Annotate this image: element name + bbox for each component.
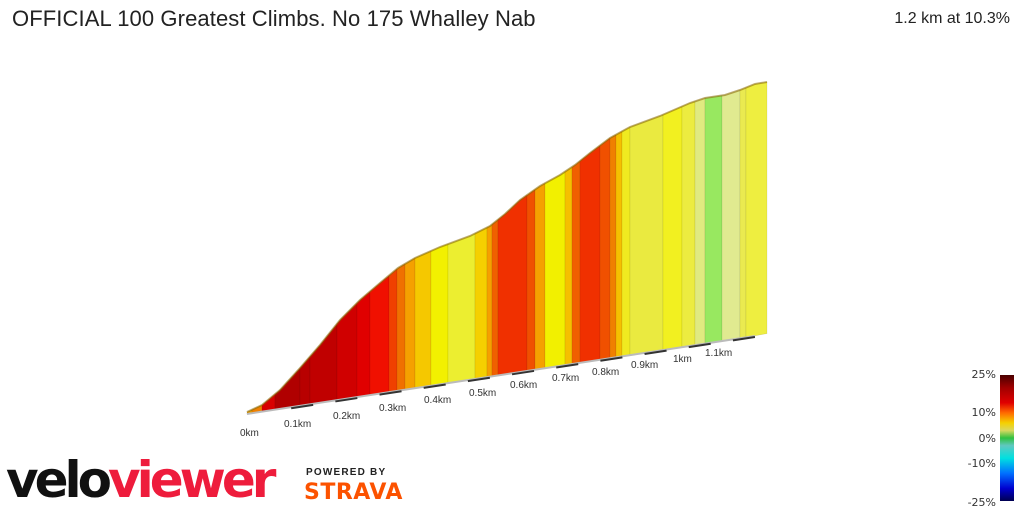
legend-label-10: 10% bbox=[971, 406, 996, 419]
axis-tick bbox=[600, 356, 623, 362]
axis-tick-label: 1km bbox=[673, 354, 692, 365]
gradient-segment bbox=[704, 95, 723, 345]
profile-ridge bbox=[246, 81, 768, 413]
page-title: OFFICIAL 100 Greatest Climbs. No 175 Wha… bbox=[12, 6, 536, 31]
axis-tick bbox=[335, 397, 358, 403]
gradient-segment bbox=[309, 322, 338, 405]
gradient-segment bbox=[356, 290, 371, 398]
gradient-segment bbox=[544, 171, 566, 369]
gradient-segment bbox=[571, 160, 581, 365]
gradient-segments bbox=[246, 81, 768, 415]
gradient-segment bbox=[599, 137, 611, 361]
axis-tick-label: 0.3km bbox=[379, 403, 406, 414]
gradient-segment bbox=[414, 250, 432, 389]
axis-tick-label: 0.5km bbox=[469, 388, 496, 399]
gradient-segment bbox=[369, 274, 390, 396]
axis-tick-label: 0.7km bbox=[552, 373, 579, 384]
axis-tick bbox=[291, 403, 314, 410]
gradient-segment bbox=[534, 182, 546, 371]
baseline bbox=[246, 335, 756, 415]
gradient-segment bbox=[497, 194, 528, 376]
gradient-segment bbox=[396, 263, 406, 392]
axis-tick bbox=[423, 383, 446, 389]
veloviewer-logo[interactable]: veloviewer bbox=[6, 451, 276, 509]
legend-label-neg10: -10% bbox=[967, 457, 996, 470]
gradient-color-scale bbox=[1000, 375, 1014, 501]
gradient-segment bbox=[739, 87, 747, 339]
axis-tick-label: 0.2km bbox=[333, 411, 360, 422]
axis-tick bbox=[556, 363, 579, 369]
axis-tick-label: 0.6km bbox=[510, 380, 537, 391]
climb-summary: 1.2 km at 10.3% bbox=[894, 10, 1010, 27]
gradient-legend: 25% 10% 0% -10% -25% bbox=[960, 368, 1024, 512]
gradient-segment bbox=[336, 302, 358, 401]
gradient-segment bbox=[694, 97, 706, 346]
axis-tick bbox=[379, 390, 402, 396]
axis-tick bbox=[511, 369, 535, 376]
axis-tick-label: 0.9km bbox=[631, 360, 658, 371]
gradient-segment bbox=[486, 223, 493, 378]
axis-tick-label: 0.1km bbox=[284, 419, 311, 430]
gradient-segment bbox=[564, 166, 573, 366]
gradient-segment bbox=[447, 233, 476, 384]
axis-tick bbox=[732, 336, 756, 342]
legend-label-0: 0% bbox=[978, 432, 996, 445]
gradient-segment bbox=[681, 100, 696, 348]
gradient-segment bbox=[526, 188, 536, 372]
gradient-segment bbox=[404, 257, 416, 391]
axis-tick bbox=[644, 349, 667, 355]
axis-tick-label: 0.8km bbox=[592, 367, 619, 378]
gradient-segment bbox=[621, 126, 631, 357]
gradient-segment bbox=[745, 81, 768, 338]
gradient-segment bbox=[491, 218, 499, 377]
gradient-segment bbox=[615, 130, 623, 358]
gradient-segment bbox=[430, 243, 449, 387]
legend-label-25: 25% bbox=[971, 368, 996, 381]
gradient-segment bbox=[299, 355, 311, 407]
axis-tick-label: 0km bbox=[240, 428, 259, 439]
distance-axis: 0km 0.1km 0.2km 0.3km 0.4km 0.5km 0.6km 0.7km 0.… bbox=[240, 336, 756, 439]
gradient-segment bbox=[721, 89, 741, 342]
axis-tick bbox=[467, 376, 491, 383]
gradient-segment bbox=[609, 134, 617, 359]
axis-tick-label: 1.1km bbox=[705, 348, 732, 359]
strava-logo[interactable]: STRAVA bbox=[304, 480, 403, 505]
axis-tick bbox=[688, 342, 711, 349]
gradient-segment bbox=[629, 114, 664, 356]
gradient-segment bbox=[579, 144, 601, 364]
powered-by-label: POWERED BY bbox=[306, 467, 387, 478]
axis-tick-label: 0.4km bbox=[424, 395, 451, 406]
gradient-segment bbox=[388, 268, 398, 393]
legend-label-neg25: -25% bbox=[967, 496, 996, 509]
gradient-segment bbox=[662, 106, 683, 351]
gradient-segment bbox=[274, 367, 301, 411]
gradient-segment bbox=[474, 227, 488, 380]
